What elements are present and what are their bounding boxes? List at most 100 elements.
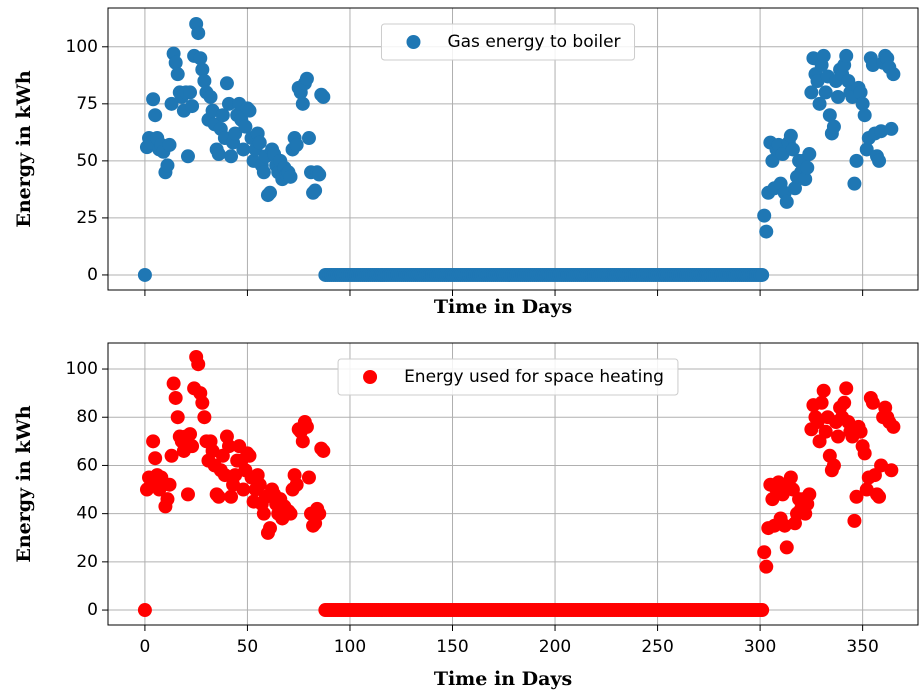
x-tick-label: 300 <box>744 637 776 657</box>
y-tick-label: 50 <box>76 151 98 171</box>
point <box>224 489 239 504</box>
x-axis-label: Time in Days <box>434 668 572 690</box>
point <box>164 448 179 463</box>
point <box>312 167 327 182</box>
point <box>826 458 841 473</box>
point <box>191 357 206 372</box>
point <box>195 62 210 77</box>
point <box>865 395 880 410</box>
plot-frame <box>107 342 919 626</box>
y-tick-label: 25 <box>76 208 98 228</box>
legend-box <box>337 358 679 396</box>
point <box>148 451 163 466</box>
y-tick-label: 40 <box>76 504 98 524</box>
point <box>211 489 226 504</box>
point <box>849 489 864 504</box>
point <box>802 487 817 502</box>
point <box>849 153 864 168</box>
point <box>137 267 152 282</box>
point <box>160 492 175 507</box>
point <box>757 545 772 560</box>
point <box>859 142 874 157</box>
point <box>197 74 212 89</box>
y-tick-label: 75 <box>76 94 98 114</box>
point <box>886 419 901 434</box>
point <box>847 513 862 528</box>
y-tick-label: 20 <box>76 552 98 572</box>
point <box>316 89 331 104</box>
point <box>170 410 185 425</box>
point <box>787 181 802 196</box>
point <box>146 92 161 107</box>
y-axis-label: Energy in kWh <box>13 405 35 562</box>
point <box>252 477 267 492</box>
legend-label: Energy used for space heating <box>404 367 664 387</box>
x-tick-label: 0 <box>139 637 150 657</box>
point <box>221 439 236 454</box>
point <box>857 446 872 461</box>
point <box>219 76 234 91</box>
point <box>783 470 798 485</box>
point <box>168 390 183 405</box>
point <box>236 482 251 497</box>
point <box>183 85 198 100</box>
point <box>757 208 772 223</box>
point <box>256 506 271 521</box>
y-tick-label: 60 <box>76 455 98 475</box>
point <box>228 126 243 141</box>
point <box>242 103 257 118</box>
legend: Gas energy to boiler <box>380 23 636 61</box>
legend-label: Gas energy to boiler <box>447 32 620 52</box>
point <box>872 489 887 504</box>
point <box>180 487 195 502</box>
point <box>785 142 800 157</box>
point <box>884 121 899 136</box>
point <box>185 439 200 454</box>
point <box>162 137 177 152</box>
x-tick-label: 250 <box>641 637 673 657</box>
y-tick-label: 80 <box>76 407 98 427</box>
point <box>180 149 195 164</box>
point <box>853 424 868 439</box>
point <box>841 74 856 89</box>
point <box>183 427 198 442</box>
legend-box <box>380 23 636 61</box>
point <box>755 603 770 618</box>
point <box>295 96 310 111</box>
point <box>312 506 327 521</box>
point <box>137 603 152 618</box>
point <box>886 67 901 82</box>
y-tick-label: 100 <box>66 37 98 57</box>
x-tick-label: 100 <box>334 637 366 657</box>
point <box>779 194 794 209</box>
point <box>779 540 794 555</box>
point <box>818 424 833 439</box>
y-tick-label: 100 <box>66 359 98 379</box>
point <box>236 142 251 157</box>
legend: Energy used for space heating <box>337 358 679 396</box>
point <box>203 89 218 104</box>
point <box>283 506 298 521</box>
point <box>853 85 868 100</box>
x-tick-label: 50 <box>237 637 259 657</box>
point <box>160 158 175 173</box>
point <box>802 147 817 162</box>
point <box>168 55 183 70</box>
point <box>242 448 257 463</box>
point <box>812 96 827 111</box>
point <box>238 119 253 134</box>
point <box>299 419 314 434</box>
legend-marker <box>406 35 421 49</box>
point <box>185 99 200 114</box>
y-axis-label: Energy in kWh <box>13 70 35 227</box>
point <box>162 477 177 492</box>
point <box>759 559 774 574</box>
y-tick-label: 0 <box>87 600 98 620</box>
point <box>283 169 298 184</box>
point <box>193 51 208 66</box>
legend-marker <box>363 370 378 384</box>
point <box>295 434 310 449</box>
point <box>814 395 829 410</box>
point <box>765 153 780 168</box>
